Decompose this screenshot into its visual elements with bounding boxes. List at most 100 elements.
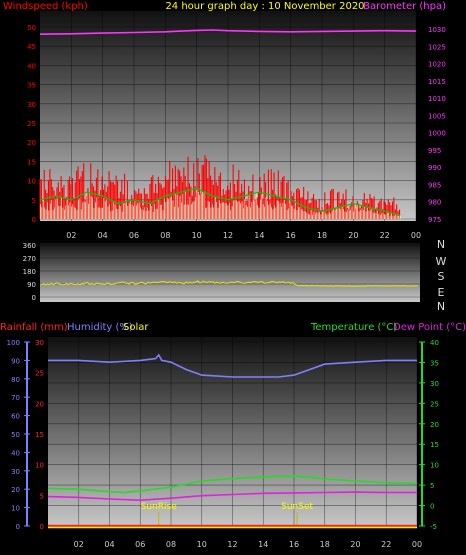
x-tick-label: 18 — [317, 231, 327, 240]
x-tick-label: 12 — [227, 540, 237, 549]
compass-label: N — [437, 300, 445, 313]
wind-y-tick-label: 40 — [27, 62, 36, 70]
rainfall-tick-label: 15 — [35, 431, 44, 439]
wind-y-tick-label: 15 — [27, 158, 36, 166]
humidity-tick-label: 50 — [11, 431, 20, 439]
x-tick-label: 06 — [129, 231, 139, 240]
barometer-tick-label: 1030 — [428, 26, 446, 34]
barometer-axis-label: Barometer (hpa) — [363, 1, 446, 12]
barometer-tick-label: 1020 — [428, 61, 446, 69]
dewpoint-axis-label: Dew Point (°C) — [393, 322, 466, 333]
sun-event-label: SunRise — [141, 502, 178, 512]
rainfall-tick-label: 5 — [40, 492, 44, 500]
wind-y-tick-label: 30 — [27, 101, 36, 109]
series-line-temperature — [47, 475, 418, 494]
x-tick-label: 04 — [98, 231, 108, 240]
x-tick-label: 14 — [258, 540, 268, 549]
chart-title: 24 hour graph day : 10 November 2020 — [165, 1, 364, 12]
rainfall-tick-label: 30 — [35, 339, 44, 347]
barometer-tick-label: 1010 — [428, 95, 446, 103]
x-tick-label: 20 — [348, 231, 358, 240]
barometer-tick-label: 985 — [428, 181, 441, 189]
x-tick-label: 10 — [197, 540, 207, 549]
x-tick-label: 14 — [254, 231, 264, 240]
direction-plot-area — [40, 243, 420, 302]
rainfall-tick-label: 20 — [35, 400, 44, 408]
x-tick-label: 22 — [381, 540, 391, 549]
rainfall-tick-label: 25 — [35, 370, 44, 378]
humidity-tick-label: 20 — [11, 486, 20, 494]
direction-tick-label: 0 — [32, 294, 36, 302]
wind-y-tick-label: 35 — [27, 82, 36, 90]
series-line-temperature — [47, 491, 417, 502]
x-tick-label: 16 — [289, 540, 299, 549]
barometer-tick-label: 1000 — [428, 130, 446, 138]
humidity-tick-label: 70 — [11, 394, 20, 402]
humidity-tick-label: 60 — [11, 413, 20, 421]
wind-y-tick-label: 20 — [27, 139, 36, 147]
x-tick-label: 18 — [320, 540, 330, 549]
x-tick-label: 04 — [104, 540, 114, 549]
compass-label: S — [438, 270, 445, 283]
x-tick-label: 02 — [66, 231, 76, 240]
sun-event-label: SunSet — [281, 502, 313, 512]
x-tick-label: 12 — [223, 231, 233, 240]
direction-tick-label: 90 — [27, 281, 36, 289]
wind-y-tick-label: 25 — [27, 120, 36, 128]
wind-direction-line — [39, 280, 419, 287]
temperature-tick-label: 0 — [430, 503, 434, 511]
barometer-tick-label: 975 — [428, 216, 441, 224]
x-tick-label: 00 — [412, 540, 422, 549]
solar-axis-label: Solar — [123, 322, 149, 333]
x-tick-label: 10 — [192, 231, 202, 240]
temperature-tick-label: 40 — [430, 339, 439, 347]
humidity-tick-label: 30 — [11, 468, 20, 476]
x-tick-label: 06 — [135, 540, 145, 549]
barometer-line — [39, 29, 417, 35]
x-tick-label: 08 — [160, 231, 170, 240]
compass-label: E — [438, 286, 445, 299]
compass-label: N — [437, 238, 445, 251]
rainfall-tick-label: 10 — [35, 462, 44, 470]
x-tick-label: 16 — [286, 231, 296, 240]
temperature-axis-label: Temperature (°C) — [310, 322, 397, 333]
direction-tick-label: 270 — [23, 255, 36, 263]
wind-y-tick-label: 0 — [32, 216, 36, 224]
humidity-tick-label: 0 — [16, 523, 20, 531]
barometer-tick-label: 1015 — [428, 78, 446, 86]
windspeed-axis-label: Windspeed (kph) — [3, 1, 88, 12]
humidity-tick-label: 90 — [11, 357, 20, 365]
humidity-tick-label: 80 — [11, 376, 20, 384]
humidity-tick-label: 100 — [7, 339, 20, 347]
humidity-tick-label: 40 — [11, 449, 20, 457]
direction-tick-label: 180 — [23, 268, 36, 276]
wind-y-tick-label: 5 — [32, 197, 36, 205]
temperature-tick-label: 15 — [430, 441, 439, 449]
barometer-tick-label: 980 — [428, 199, 441, 207]
x-tick-label: 08 — [166, 540, 176, 549]
humidity-tick-label: 10 — [11, 505, 20, 513]
x-tick-label: 20 — [350, 540, 360, 549]
rainfall-axis-label: Rainfall (mm) — [0, 322, 68, 333]
temperature-tick-label: 5 — [430, 482, 434, 490]
temperature-tick-label: 35 — [430, 359, 439, 367]
wind-average-line — [39, 187, 401, 216]
series-line-humidity — [48, 353, 417, 378]
x-tick-label: 00 — [411, 231, 421, 240]
wind-y-tick-label: 45 — [27, 43, 36, 51]
x-tick-label: 22 — [380, 231, 390, 240]
direction-tick-label: 360 — [23, 242, 36, 250]
temperature-tick-label: 30 — [430, 380, 439, 388]
temperature-tick-label: 10 — [430, 462, 439, 470]
temperature-tick-label: -5 — [430, 523, 437, 531]
humidity-axis-label: Humidity (%) — [67, 322, 133, 333]
wind-y-tick-label: 10 — [27, 178, 36, 186]
rainfall-tick-label: 0 — [40, 523, 44, 531]
temperature-tick-label: 25 — [430, 400, 439, 408]
barometer-tick-label: 995 — [428, 147, 441, 155]
barometer-tick-label: 990 — [428, 164, 441, 172]
x-tick-label: 02 — [74, 540, 84, 549]
wind-y-tick-label: 50 — [27, 24, 36, 32]
barometer-tick-label: 1025 — [428, 43, 446, 51]
